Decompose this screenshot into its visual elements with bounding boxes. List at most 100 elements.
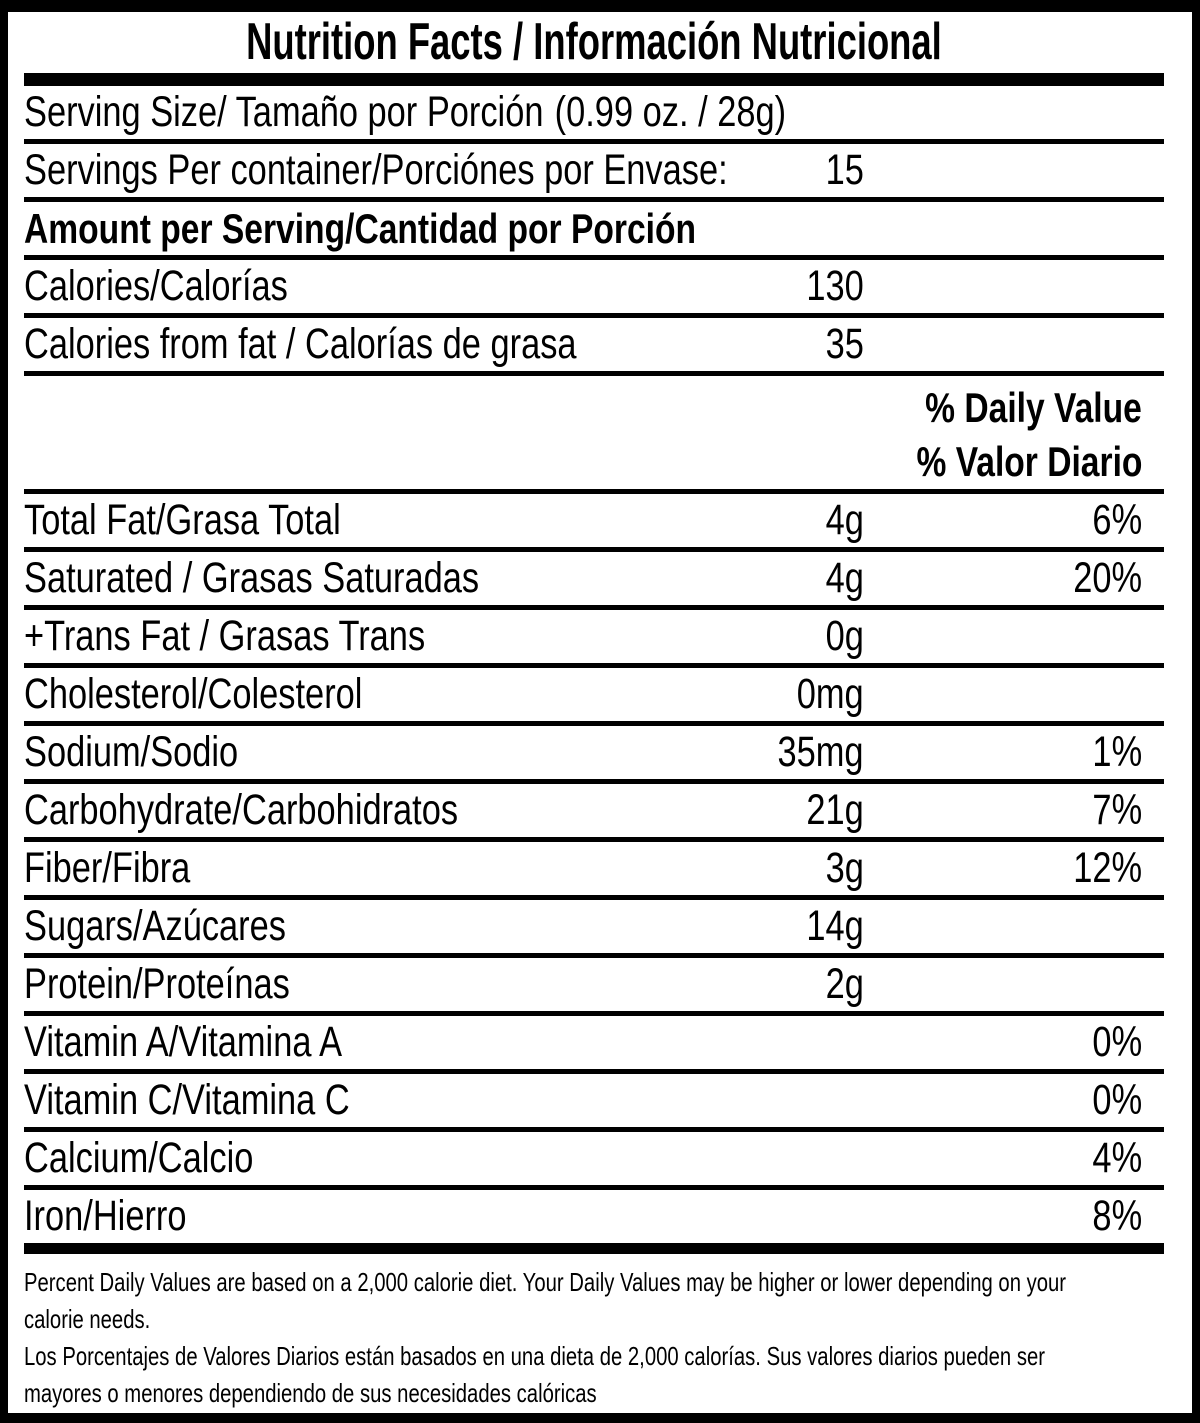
nutrient-amount-cell [684,1190,864,1243]
row-carbohydrate: Carbohydrate/Carbohidratos 21g 7% [24,784,1164,842]
nutrient-amount: 21g [806,786,864,834]
nutrient-dv-cell: 1% [864,726,1164,779]
nutrient-dv-cell [864,958,1164,1011]
row-fiber: Fiber/Fibra 3g 12% [24,842,1164,900]
nutrient-name-cell: Sodium/Sodio [24,726,684,779]
amount-per-serving-heading: Amount per Serving/Cantidad por Porción [24,205,697,252]
label-title: Nutrition Facts / Información Nutriciona… [24,12,1164,73]
nutrient-amount-cell: 4g [684,494,864,547]
nutrient-name-cell: Saturated / Grasas Saturadas [24,552,684,605]
nutrient-name: Vitamin C/Vitamina C [24,1076,350,1124]
row-protein: Protein/Proteínas 2g [24,958,1164,1016]
footnote-text: calorie needs. [24,1304,151,1334]
nutrient-dv: 7% [1092,786,1142,834]
nutrient-name-cell: Vitamin C/Vitamina C [24,1074,684,1127]
row-sugars: Sugars/Azúcares 14g [24,900,1164,958]
nutrient-dv-cell [864,900,1164,953]
nutrient-name: Protein/Proteínas [24,960,290,1008]
row-vitamin-a: Vitamin A/Vitamina A 0% [24,1016,1164,1074]
nutrient-amount-cell [684,1074,864,1127]
footnote-divider-bar [24,1243,1164,1254]
nutrient-dv-cell: 0% [864,1074,1164,1127]
calories-value: 130 [806,262,864,310]
row-sodium: Sodium/Sodio 35mg 1% [24,726,1164,784]
nutrient-amount: 0mg [797,670,864,718]
footnote-text: Percent Daily Values are based on a 2,00… [24,1267,1067,1297]
nutrient-amount-cell [684,1016,864,1069]
nutrient-dv: 4% [1092,1134,1142,1182]
servings-per-container-value-cell: 15 [684,144,864,197]
nutrient-dv-cell: 6% [864,494,1164,547]
row-calories-from-fat: Calories from fat / Calorías de grasa 35 [24,318,1164,376]
nutrient-dv-cell: 20% [864,552,1164,605]
nutrient-amount: 0g [825,612,864,660]
nutrient-amount: 3g [825,844,864,892]
servings-per-container-pct-cell [864,144,1164,197]
serving-size-label: Serving Size/ Tamaño por Porción [24,88,544,136]
nutrient-name: Saturated / Grasas Saturadas [24,554,480,602]
row-calcium: Calcium/Calcio 4% [24,1132,1164,1190]
nutrient-amount-cell: 4g [684,552,864,605]
nutrient-dv: 20% [1073,554,1142,602]
daily-value-header-es-text: % Valor Diario [916,438,1142,485]
nutrient-dv-cell: 4% [864,1132,1164,1185]
nutrient-name: Carbohydrate/Carbohidratos [24,786,459,834]
row-total-fat: Total Fat/Grasa Total 4g 6% [24,494,1164,552]
nutrient-amount-cell [684,1132,864,1185]
row-saturated-fat: Saturated / Grasas Saturadas 4g 20% [24,552,1164,610]
row-cholesterol: Cholesterol/Colesterol 0mg [24,668,1164,726]
nutrient-name: Vitamin A/Vitamina A [24,1018,343,1066]
nutrient-amount: 4g [825,554,864,602]
nutrient-dv: 12% [1073,844,1142,892]
servings-per-container-value: 15 [825,146,864,194]
amount-per-serving-cell: Amount per Serving/Cantidad por Porción [24,202,1164,255]
calories-label: Calories/Calorías [24,262,288,310]
nutrient-name-cell: +Trans Fat / Grasas Trans [24,610,684,663]
serving-size-text: Serving Size/ Tamaño por Porción (0.99 oz… [24,86,786,139]
row-daily-value-header: % Daily Value % Valor Diario [24,376,1164,494]
footnote-line-es-1: Los Porcentajes de Valores Diarios están… [24,1338,1164,1375]
calories-value-cell: 130 [684,260,864,313]
nutrient-name: Sugars/Azúcares [24,902,286,950]
nutrient-dv-cell: 12% [864,842,1164,895]
serving-size-cell: Serving Size/ Tamaño por Porción (0.99 oz… [24,86,1164,139]
nutrient-amount-cell: 3g [684,842,864,895]
nutrient-amount-cell: 0g [684,610,864,663]
nutrient-amount-cell: 35mg [684,726,864,779]
title-divider-bar [24,73,1164,86]
serving-size-value: (0.99 oz. / 28g) [554,88,787,136]
row-iron: Iron/Hierro 8% [24,1190,1164,1243]
row-serving-size: Serving Size/ Tamaño por Porción (0.99 oz… [24,86,1164,144]
nutrient-amount: 14g [806,902,864,950]
nutrient-amount-cell: 2g [684,958,864,1011]
nutrient-amount-cell: 21g [684,784,864,837]
nutrient-dv-cell [864,610,1164,663]
servings-per-container-cell: Servings Per container/Porciónes por Env… [24,144,728,197]
footnote-line-en-2: calorie needs. [24,1301,1164,1338]
nutrient-amount-cell: 0mg [684,668,864,721]
nutrient-name-cell: Iron/Hierro [24,1190,684,1243]
nutrient-name-cell: Fiber/Fibra [24,842,684,895]
label-content: Nutrition Facts / Información Nutriciona… [8,12,1192,1412]
nutrient-name: Cholesterol/Colesterol [24,670,363,718]
label-title-text: Nutrition Facts / Información Nutriciona… [246,13,942,71]
nutrient-name: Sodium/Sodio [24,728,239,776]
row-servings-per-container: Servings Per container/Porciónes por Env… [24,144,1164,202]
nutrient-dv-cell: 0% [864,1016,1164,1069]
nutrient-dv-cell: 7% [864,784,1164,837]
nutrient-name-cell: Protein/Proteínas [24,958,684,1011]
nutrient-dv: 0% [1092,1076,1142,1124]
servings-per-container-label: Servings Per container/Porciónes por Env… [24,146,728,194]
nutrient-amount: 35mg [777,728,864,776]
calories-pct-cell [864,260,1164,313]
row-trans-fat: +Trans Fat / Grasas Trans 0g [24,610,1164,668]
nutrient-name-cell: Carbohydrate/Carbohidratos [24,784,684,837]
footnote-line-en-1: Percent Daily Values are based on a 2,00… [24,1264,1164,1301]
footnote-line-es-2: mayores o menores dependiendo de sus nec… [24,1375,1164,1412]
daily-value-header-es: % Valor Diario [24,435,1142,489]
nutrient-amount: 4g [825,496,864,544]
nutrient-amount: 2g [825,960,864,1008]
calories-label-cell: Calories/Calorías [24,260,684,313]
nutrient-dv-cell: 8% [864,1190,1164,1243]
